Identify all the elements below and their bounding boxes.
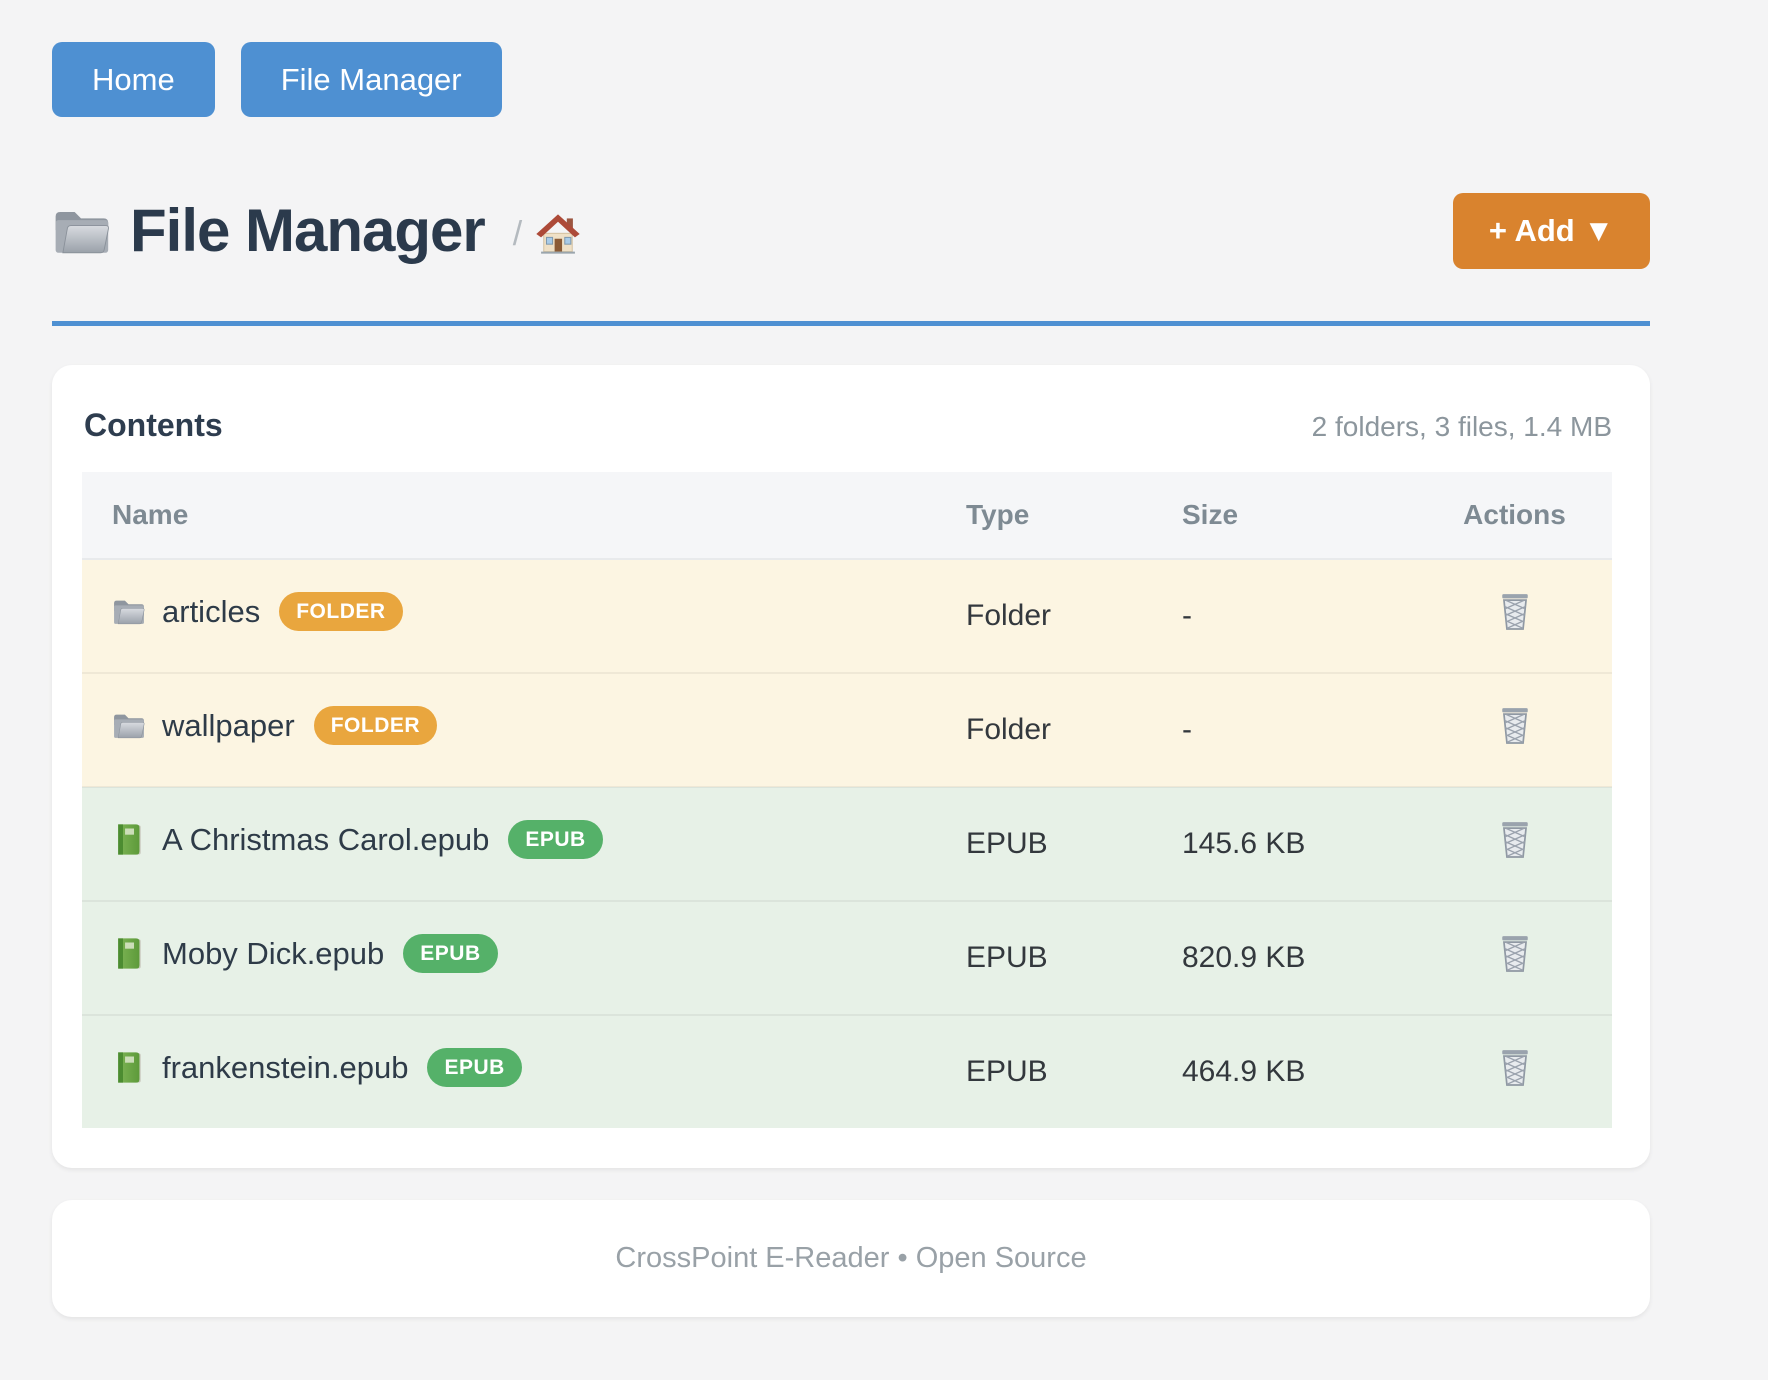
name-cell: frankenstein.epub EPUB bbox=[82, 1016, 936, 1119]
delete-button[interactable] bbox=[1498, 820, 1532, 860]
column-header-actions: Actions bbox=[1417, 472, 1612, 559]
table-header-row: Name Type Size Actions bbox=[82, 472, 1612, 559]
folder-badge: FOLDER bbox=[279, 592, 403, 631]
table-row: Moby Dick.epub EPUB EPUB 820.9 KB bbox=[82, 901, 1612, 1015]
house-icon[interactable] bbox=[536, 213, 580, 255]
file-size: - bbox=[1182, 713, 1192, 746]
page-title: File Manager bbox=[130, 197, 486, 264]
delete-button[interactable] bbox=[1498, 592, 1532, 632]
green-book-icon bbox=[112, 1051, 145, 1084]
file-size: 145.6 KB bbox=[1182, 827, 1306, 860]
file-table: Name Type Size Actions articles FOLDER F… bbox=[82, 472, 1612, 1128]
page: Home File Manager File Manager / + Add ▼… bbox=[52, 0, 1650, 1317]
actions-cell bbox=[1417, 787, 1612, 901]
column-header-size: Size bbox=[1152, 472, 1417, 559]
actions-cell bbox=[1417, 673, 1612, 787]
delete-button[interactable] bbox=[1498, 934, 1532, 974]
file-size: 820.9 KB bbox=[1182, 941, 1306, 974]
actions-cell bbox=[1417, 901, 1612, 1015]
file-name[interactable]: A Christmas Carol.epub bbox=[162, 821, 490, 857]
wastebasket-icon bbox=[1498, 934, 1532, 974]
add-button[interactable]: + Add ▼ bbox=[1452, 193, 1650, 269]
toolbar: Home File Manager bbox=[52, 42, 1650, 117]
breadcrumb-separator: / bbox=[512, 214, 523, 253]
file-size: 464.9 KB bbox=[1182, 1055, 1306, 1088]
wastebasket-icon bbox=[1498, 706, 1532, 746]
epub-badge: EPUB bbox=[508, 820, 603, 859]
file-name[interactable]: articles bbox=[162, 593, 261, 629]
file-type: Folder bbox=[966, 599, 1052, 632]
wastebasket-icon bbox=[1498, 820, 1532, 860]
table-row: frankenstein.epub EPUB EPUB 464.9 KB bbox=[82, 1015, 1612, 1128]
file-type: EPUB bbox=[966, 827, 1048, 860]
actions-cell bbox=[1417, 1015, 1612, 1128]
footer-text: CrossPoint E-Reader • Open Source bbox=[615, 1242, 1087, 1274]
name-cell: articles FOLDER bbox=[82, 560, 936, 663]
file-name[interactable]: wallpaper bbox=[162, 707, 295, 743]
delete-button[interactable] bbox=[1498, 1048, 1532, 1088]
file-name[interactable]: frankenstein.epub bbox=[162, 1049, 409, 1085]
file-type: EPUB bbox=[966, 941, 1048, 974]
name-cell: Moby Dick.epub EPUB bbox=[82, 902, 936, 1005]
table-row: articles FOLDER Folder - bbox=[82, 559, 1612, 673]
file-manager-button[interactable]: File Manager bbox=[240, 42, 502, 117]
table-row: A Christmas Carol.epub EPUB EPUB 145.6 K… bbox=[82, 787, 1612, 901]
file-type: EPUB bbox=[966, 1055, 1048, 1088]
green-book-icon bbox=[112, 823, 145, 856]
file-type: Folder bbox=[966, 713, 1052, 746]
name-cell: A Christmas Carol.epub EPUB bbox=[82, 788, 936, 891]
title-wrap: File Manager / bbox=[52, 201, 1453, 261]
name-cell: wallpaper FOLDER bbox=[82, 674, 936, 777]
column-header-name: Name bbox=[82, 472, 936, 559]
home-button[interactable]: Home bbox=[52, 42, 215, 117]
file-size: - bbox=[1182, 599, 1192, 632]
page-header: File Manager / + Add ▼ bbox=[52, 193, 1650, 269]
wastebasket-icon bbox=[1498, 1048, 1532, 1088]
wastebasket-icon bbox=[1498, 592, 1532, 632]
delete-button[interactable] bbox=[1498, 706, 1532, 746]
contents-summary: 2 folders, 3 files, 1.4 MB bbox=[1311, 411, 1612, 442]
accent-rule bbox=[52, 321, 1650, 326]
folder-icon bbox=[112, 709, 145, 742]
folder-icon bbox=[112, 595, 145, 628]
epub-badge: EPUB bbox=[403, 934, 498, 973]
table-row: wallpaper FOLDER Folder - bbox=[82, 673, 1612, 787]
column-header-type: Type bbox=[936, 472, 1152, 559]
folder-icon bbox=[52, 205, 110, 257]
green-book-icon bbox=[112, 937, 145, 970]
file-name[interactable]: Moby Dick.epub bbox=[162, 935, 385, 971]
contents-card: Contents 2 folders, 3 files, 1.4 MB Name… bbox=[52, 365, 1650, 1168]
actions-cell bbox=[1417, 559, 1612, 673]
footer: CrossPoint E-Reader • Open Source bbox=[52, 1200, 1650, 1317]
folder-badge: FOLDER bbox=[313, 706, 438, 745]
contents-heading: Contents bbox=[84, 407, 223, 443]
epub-badge: EPUB bbox=[427, 1048, 522, 1087]
card-head: Contents 2 folders, 3 files, 1.4 MB bbox=[82, 401, 1612, 444]
